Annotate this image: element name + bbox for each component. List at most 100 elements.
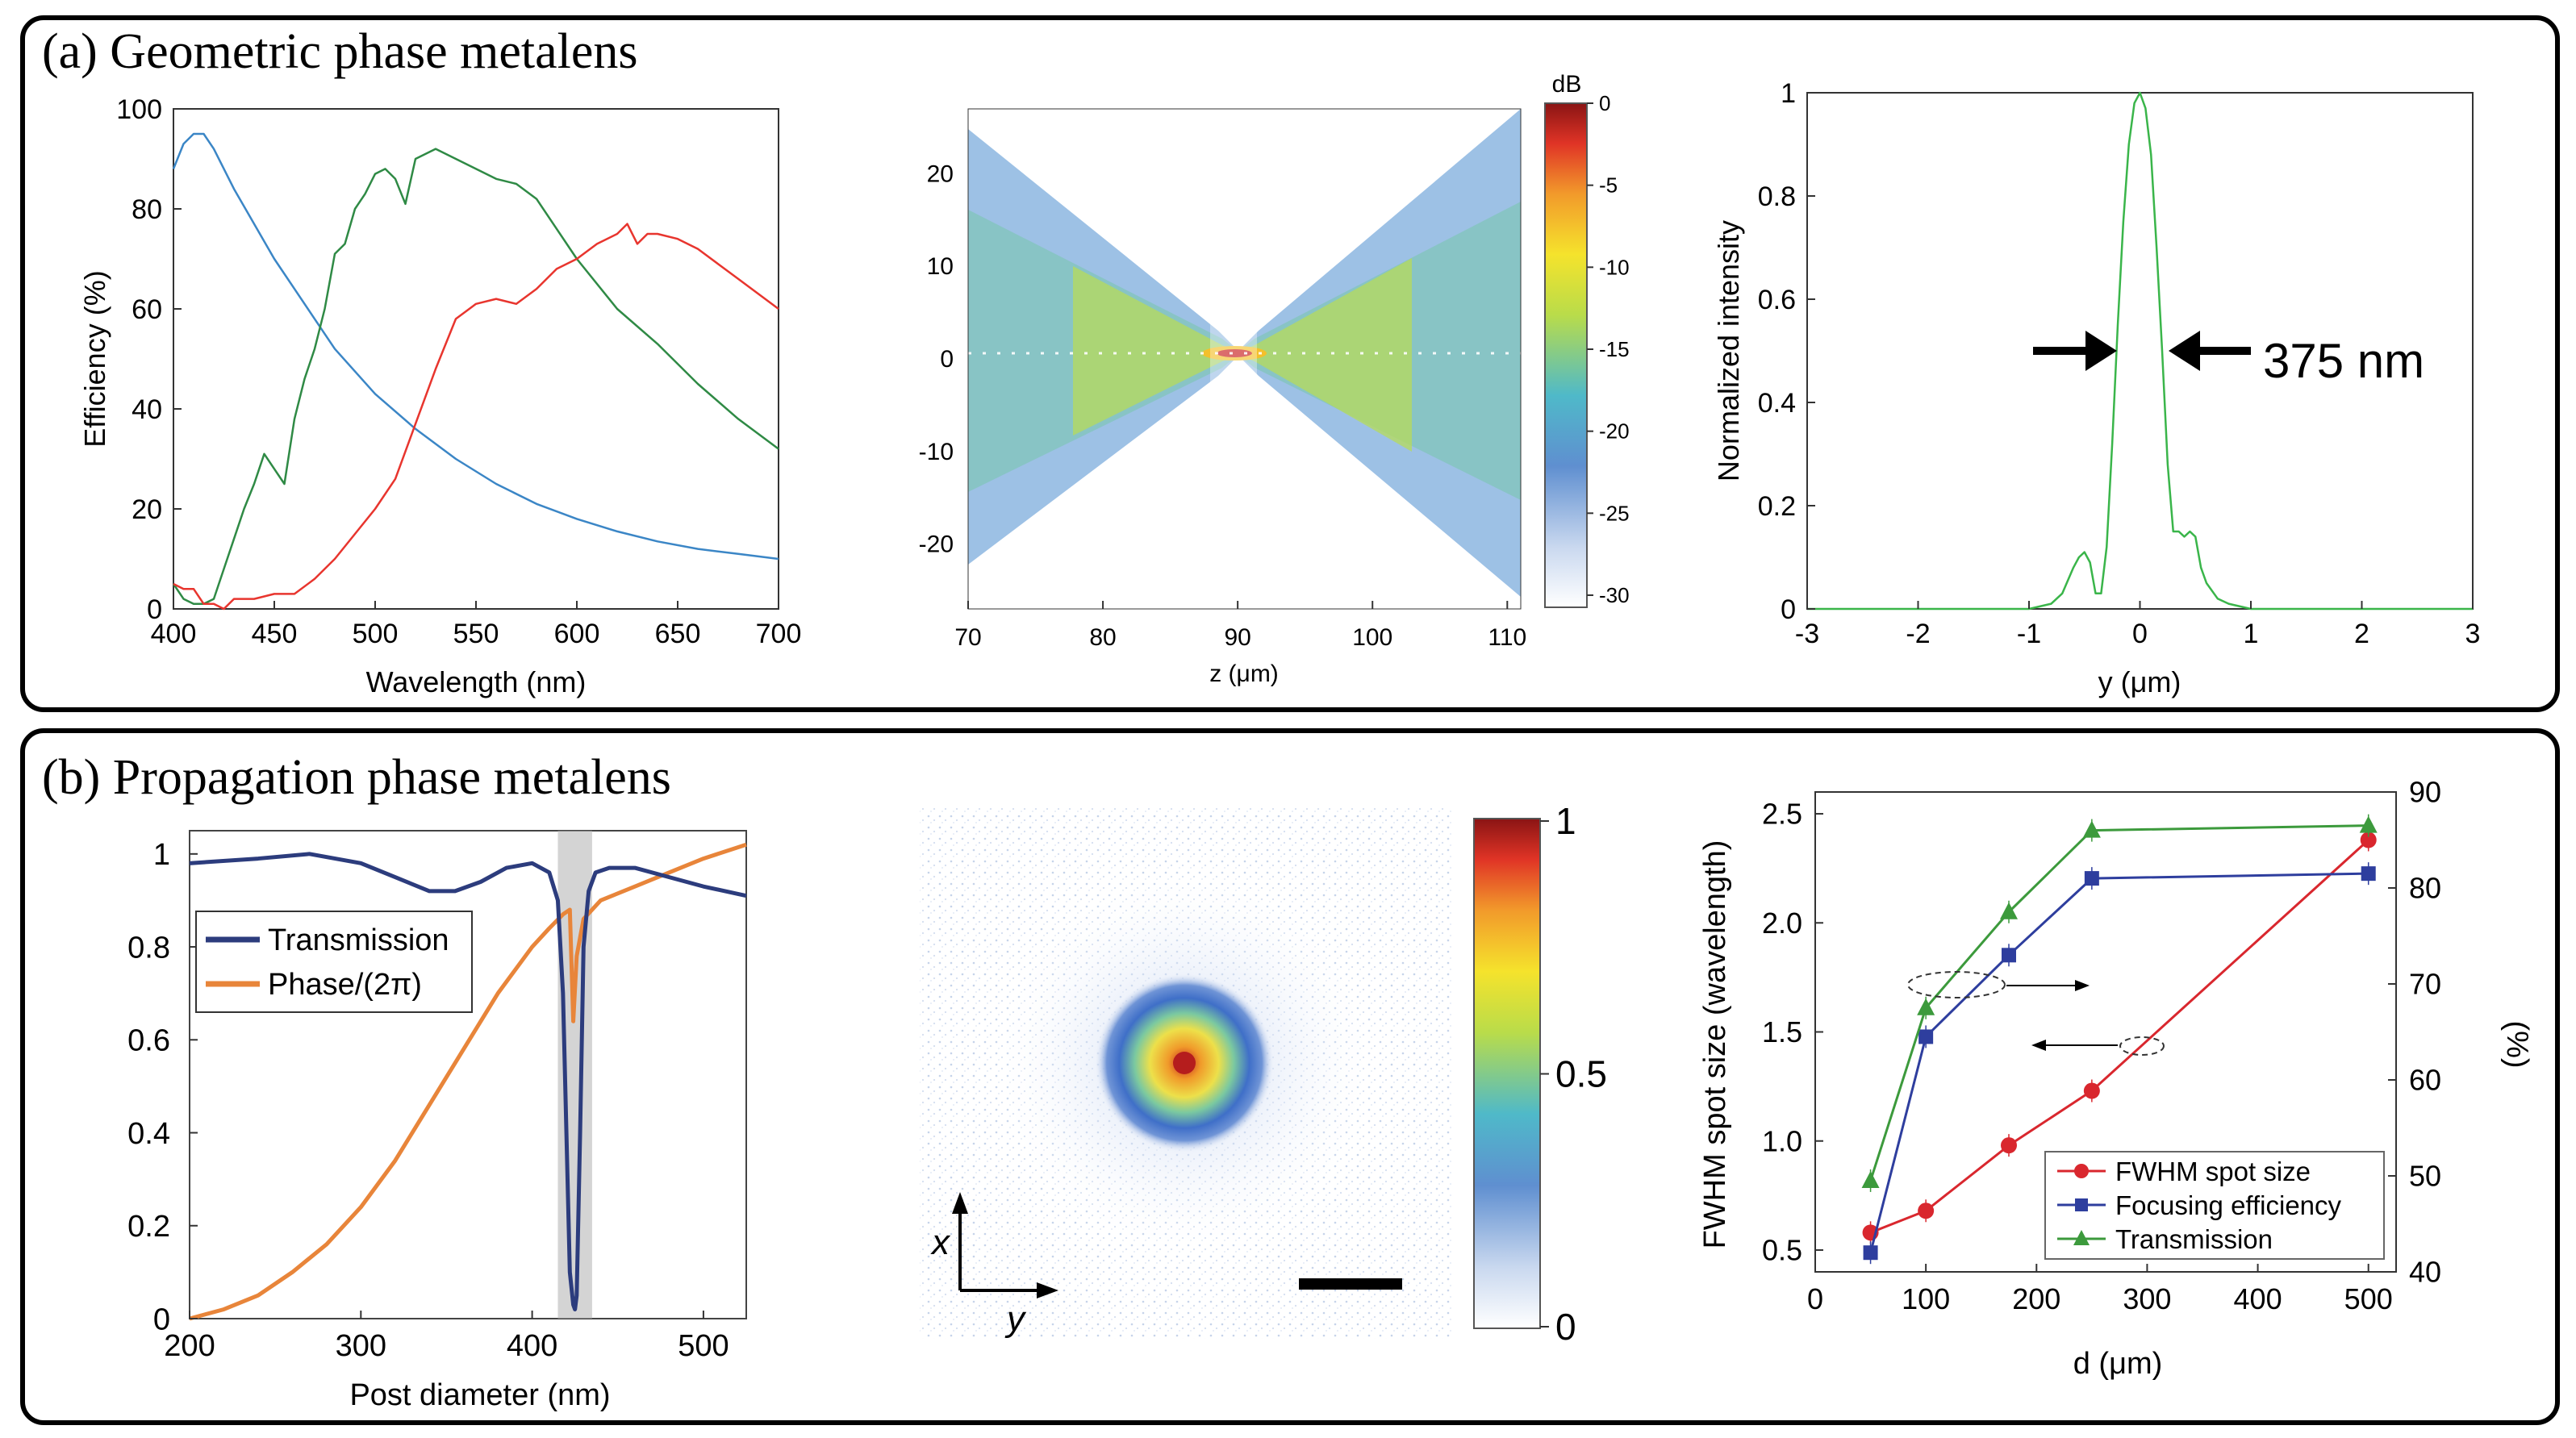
x-tick-label: 500 bbox=[2344, 1282, 2393, 1315]
a3-ylabel: Normalized intensity bbox=[1712, 220, 1745, 481]
b2-x-axis-arrow bbox=[952, 1192, 968, 1214]
b3-point-triangle bbox=[2359, 815, 2378, 833]
b1-legend-transmission: Transmission bbox=[268, 923, 449, 957]
b2-y-axis-arrow bbox=[1037, 1282, 1058, 1298]
a3-xlabel: y (μm) bbox=[2098, 665, 2181, 698]
colorbar-tick-label: -15 bbox=[1599, 337, 1630, 361]
y-tick-label: 0 bbox=[147, 594, 162, 625]
colorbar-tick-label: -30 bbox=[1599, 583, 1630, 607]
x-tick-label: 400 bbox=[507, 1329, 557, 1363]
b3-xlabel: d (μm) bbox=[2073, 1347, 2163, 1381]
a3-annotation: 375 nm bbox=[2263, 334, 2424, 388]
b3-point-triangle bbox=[2082, 820, 2101, 838]
y-tick-label: 90 bbox=[2409, 776, 2441, 809]
b3-point-circle bbox=[2001, 1137, 2017, 1154]
a2-colorbar-unit: dB bbox=[1552, 71, 1582, 98]
a2-beam-left-core bbox=[1073, 266, 1241, 436]
a2-colorbar bbox=[1544, 102, 1588, 608]
y-tick-label: 20 bbox=[927, 160, 954, 187]
a1-ylabel: Efficiency (%) bbox=[78, 270, 111, 447]
b3-point-triangle bbox=[1861, 1170, 1880, 1188]
b3-legend-label: Focusing efficiency bbox=[2115, 1190, 2342, 1220]
b3-legend-label: Transmission bbox=[2115, 1224, 2273, 1254]
x-tick-label: 650 bbox=[655, 619, 701, 649]
x-tick-label: -2 bbox=[1906, 619, 1930, 649]
colorbar-tick-label: 0 bbox=[1555, 1306, 1576, 1348]
b1-series-transmission bbox=[189, 852, 747, 1311]
y-tick-label: 100 bbox=[116, 94, 162, 125]
x-tick-label: 300 bbox=[2123, 1282, 2171, 1315]
x-tick-label: 200 bbox=[164, 1329, 215, 1363]
y-tick-label: 50 bbox=[2409, 1160, 2441, 1193]
b3-point-square bbox=[2002, 948, 2016, 963]
b3-legend-marker bbox=[2073, 1230, 2090, 1245]
b3-ylabel: FWHM spot size (wavelength) bbox=[1698, 840, 1732, 1249]
b3-legend-marker bbox=[2075, 1198, 2088, 1211]
colorbar-tick-label: 0.5 bbox=[1555, 1053, 1607, 1095]
y-tick-label: 60 bbox=[132, 294, 162, 325]
x-tick-label: 100 bbox=[1352, 624, 1392, 651]
b3-point-triangle bbox=[2000, 902, 2018, 919]
y-tick-label: 80 bbox=[2409, 872, 2441, 905]
x-tick-label: 400 bbox=[2234, 1282, 2282, 1315]
b3-point-square bbox=[2361, 866, 2376, 882]
x-tick-label: 450 bbox=[252, 619, 298, 649]
y-tick-label: 1.0 bbox=[1762, 1124, 1802, 1157]
a1-xlabel: Wavelength (nm) bbox=[366, 665, 587, 698]
b3-point-circle bbox=[2083, 1082, 2100, 1099]
y-tick-label: 10 bbox=[927, 253, 954, 280]
b3-callout-right-head bbox=[2075, 980, 2090, 991]
y-tick-label: 1 bbox=[153, 838, 170, 872]
x-tick-label: 0 bbox=[2132, 619, 2148, 649]
y-tick-label: 20 bbox=[132, 494, 162, 525]
b3-callout-left-head bbox=[2031, 1040, 2046, 1051]
b1-series-phase bbox=[189, 842, 747, 1321]
colorbar-tick-label: -10 bbox=[1599, 255, 1630, 279]
panel-b-title: (b) Propagation phase metalens bbox=[42, 750, 671, 805]
a1-series-blue bbox=[172, 132, 779, 561]
efficiency-chart: 400 450 500 550 600 650 700 0 20 40 60 80 100 Wavel… bbox=[78, 94, 801, 698]
x-tick-label: 500 bbox=[353, 619, 399, 649]
b2-y-axis-label: y bbox=[1004, 1299, 1027, 1339]
b1-legend-box bbox=[195, 911, 473, 1013]
x-tick-label: -1 bbox=[2017, 619, 2041, 649]
y-tick-label: 0.6 bbox=[1758, 285, 1796, 315]
b1-legend-phase: Phase/(2π) bbox=[268, 968, 422, 1002]
x-tick-label: 700 bbox=[756, 619, 802, 649]
y-tick-label: 0.6 bbox=[127, 1024, 170, 1058]
b3-callout-right-ellipse bbox=[1907, 971, 2006, 998]
a1-plot-frame bbox=[173, 108, 779, 610]
x-tick-label: 2 bbox=[2354, 619, 2369, 649]
a3-series-intensity bbox=[1807, 91, 2473, 611]
panel-b-frame bbox=[20, 728, 2560, 1425]
b2-colorbar bbox=[1473, 818, 1541, 1329]
y-tick-label: 70 bbox=[2409, 968, 2441, 1001]
b3-ylabel-right: (%) bbox=[2500, 1020, 2534, 1068]
b3-point-triangle bbox=[1917, 998, 1935, 1015]
b1-xlabel: Post diameter (nm) bbox=[349, 1378, 610, 1412]
a2-focus-core bbox=[1217, 349, 1252, 357]
panel-a-frame bbox=[20, 15, 2560, 712]
a3-arrow-left-head bbox=[2085, 331, 2117, 371]
x-tick-label: 400 bbox=[151, 619, 197, 649]
spot-size-efficiency-chart: 0 100 200 300 400 500 0.5 1.0 1.5 2.0 2.5 40 50 60 7… bbox=[1698, 776, 2534, 1381]
colorbar-tick-label: 0 bbox=[1599, 91, 1610, 115]
y-tick-label: 80 bbox=[132, 194, 162, 225]
x-tick-label: 550 bbox=[453, 619, 499, 649]
b3-point-square bbox=[1918, 1029, 1934, 1044]
b3-point-circle bbox=[2360, 832, 2377, 848]
x-tick-label: 80 bbox=[1089, 624, 1116, 651]
y-tick-label: 60 bbox=[2409, 1064, 2441, 1097]
colorbar-tick-label: -25 bbox=[1599, 501, 1630, 525]
x-tick-label: 300 bbox=[336, 1329, 386, 1363]
x-tick-label: 600 bbox=[554, 619, 600, 649]
a2-beam-right-core bbox=[1236, 258, 1412, 452]
a2-stitch-band bbox=[1210, 109, 1257, 609]
x-tick-label: 1 bbox=[2244, 619, 2259, 649]
colorbar-tick-label: -5 bbox=[1599, 173, 1618, 198]
x-tick-label: 70 bbox=[954, 624, 981, 651]
b1-plot-frame bbox=[189, 830, 747, 1319]
x-tick-label: -3 bbox=[1795, 619, 1819, 649]
